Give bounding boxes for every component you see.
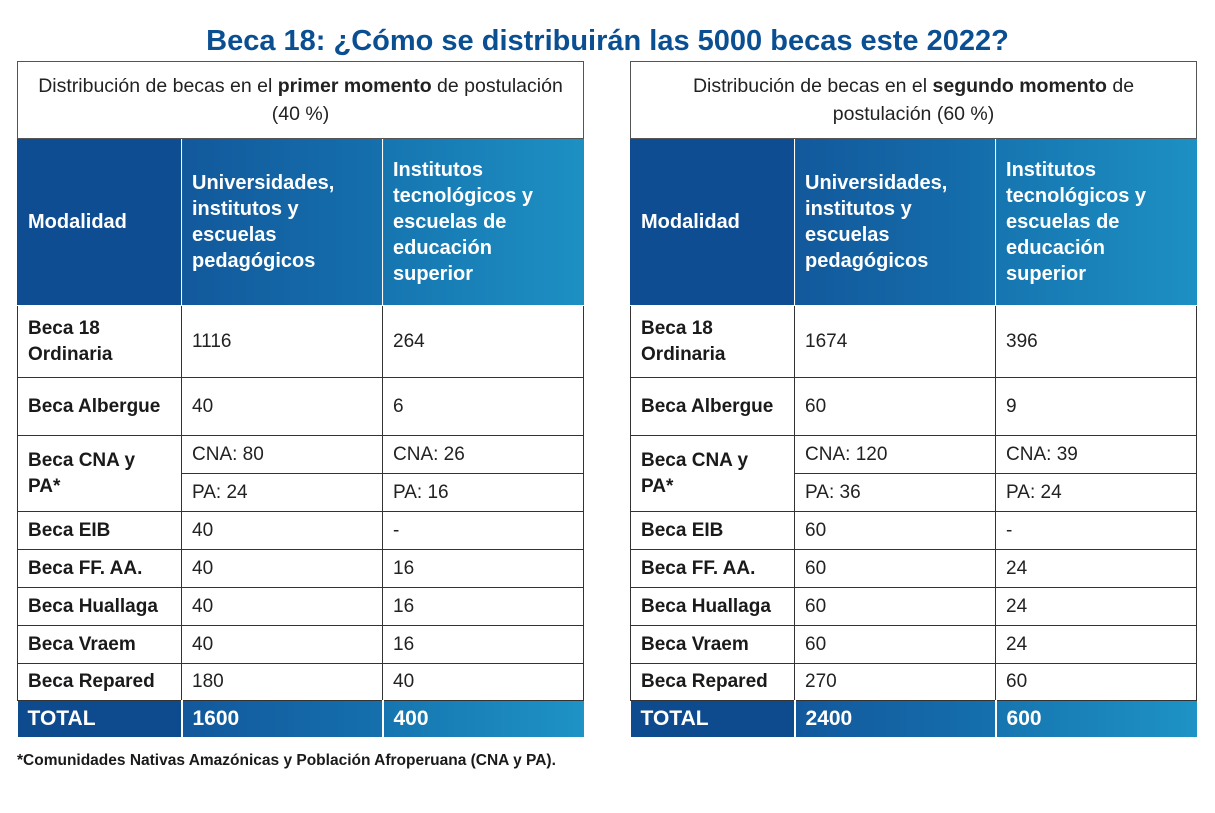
table-row: PA: 36 PA: 24 bbox=[631, 473, 1198, 512]
page-title: Beca 18: ¿Cómo se distribuirán las 5000 … bbox=[206, 25, 1009, 57]
row-label: Beca FF. AA. bbox=[17, 549, 182, 588]
cell: 180 bbox=[181, 663, 383, 701]
cell: 16 bbox=[381, 587, 585, 626]
table-row: Beca Huallaga 40 16 bbox=[17, 587, 585, 626]
table-row: Beca 18 Ordinaria 1674 396 bbox=[630, 305, 1198, 378]
table-row: Beca Repared 180 40 bbox=[17, 663, 585, 701]
cell: 396 bbox=[995, 305, 1198, 378]
table-row: Beca FF. AA. 60 24 bbox=[630, 549, 1198, 588]
row-label: Beca EIB bbox=[630, 511, 796, 550]
row-label: Beca CNA y PA* bbox=[17, 435, 182, 512]
cell: 24 bbox=[995, 625, 1198, 664]
cell: 1116 bbox=[181, 305, 383, 378]
table-caption: Distribución de becas en el primer momen… bbox=[16, 61, 585, 139]
table-row: Beca Vraem 40 16 bbox=[17, 625, 585, 664]
table-row: Beca Huallaga 60 24 bbox=[630, 587, 1198, 626]
cell: - bbox=[995, 511, 1198, 550]
cell: 24 bbox=[995, 587, 1198, 626]
cell: PA: 36 bbox=[794, 473, 997, 512]
cell: 60 bbox=[794, 511, 997, 550]
table-caption: Distribución de becas en el segundo mome… bbox=[630, 61, 1198, 139]
cell: PA: 16 bbox=[381, 473, 585, 512]
first-moment-table: Distribución de becas en el primer momen… bbox=[16, 61, 585, 737]
cell: 40 bbox=[181, 625, 383, 664]
cell: 40 bbox=[181, 587, 383, 626]
row-label: Beca CNA y PA* bbox=[630, 435, 796, 512]
row-label: Beca Huallaga bbox=[17, 587, 182, 626]
column-header: Universidades, institutos y escuelas ped… bbox=[794, 138, 997, 306]
cell: 24 bbox=[995, 549, 1198, 588]
cell: 60 bbox=[794, 377, 997, 436]
total-cell: 2400 bbox=[794, 700, 997, 737]
cell: - bbox=[381, 511, 585, 550]
row-label: Beca 18 Ordinaria bbox=[630, 305, 796, 378]
table-row: Beca CNA y PA* CNA: 120 CNA: 39 bbox=[630, 435, 1198, 512]
cell: 1674 bbox=[794, 305, 997, 378]
column-header: Universidades, institutos y escuelas ped… bbox=[181, 138, 383, 306]
cell: 40 bbox=[181, 549, 383, 588]
table-row: Beca Vraem 60 24 bbox=[630, 625, 1198, 664]
total-cell: TOTAL bbox=[630, 700, 796, 737]
table-row: Beca CNA y PA* CNA: 80 CNA: 26 bbox=[17, 435, 585, 512]
table-row: Beca FF. AA. 40 16 bbox=[17, 549, 585, 588]
cell: 270 bbox=[794, 663, 997, 701]
row-label: Beca Repared bbox=[630, 663, 796, 701]
column-header: Modalidad bbox=[17, 138, 182, 306]
cell: 264 bbox=[381, 305, 585, 378]
cell: 6 bbox=[381, 377, 585, 436]
total-cell: 600 bbox=[995, 700, 1197, 737]
row-label: Beca Vraem bbox=[630, 625, 796, 664]
cell: 16 bbox=[381, 625, 585, 664]
cell: CNA: 80 bbox=[181, 435, 383, 474]
cell: CNA: 39 bbox=[995, 435, 1198, 474]
table-row: Beca Albergue 60 9 bbox=[630, 377, 1198, 436]
table-row: Beca EIB 40- bbox=[17, 511, 585, 550]
row-label: Beca Albergue bbox=[630, 377, 796, 436]
content: Distribución de becas en el primer momen… bbox=[0, 61, 1215, 771]
column-header: Modalidad bbox=[630, 138, 796, 306]
table-row: Beca 18 Ordinaria 1116 264 bbox=[17, 305, 585, 378]
table-row: PA: 24 PA: 16 bbox=[18, 473, 585, 512]
row-label: Beca FF. AA. bbox=[630, 549, 796, 588]
cell: 9 bbox=[995, 377, 1198, 436]
cell: 40 bbox=[381, 663, 585, 701]
cell: 16 bbox=[381, 549, 585, 588]
cell: 60 bbox=[794, 625, 997, 664]
row-label: Beca 18 Ordinaria bbox=[17, 305, 182, 378]
second-moment-table: Distribución de becas en el segundo mome… bbox=[630, 61, 1198, 737]
total-row: TOTAL 1600 400 bbox=[17, 700, 584, 737]
row-label: Beca Huallaga bbox=[630, 587, 796, 626]
total-row: TOTAL 2400 600 bbox=[630, 700, 1197, 737]
row-label: Beca Albergue bbox=[17, 377, 182, 436]
table-row: Beca EIB 60- bbox=[630, 511, 1198, 550]
cell: 40 bbox=[181, 511, 383, 550]
total-cell: TOTAL bbox=[17, 700, 183, 737]
cell: 60 bbox=[995, 663, 1198, 701]
row-label: Beca EIB bbox=[17, 511, 182, 550]
total-cell: 1600 bbox=[181, 700, 384, 737]
footnote: *Comunidades Nativas Amazónicas y Poblac… bbox=[17, 752, 556, 769]
table-row: Beca Albergue 40 6 bbox=[17, 377, 585, 436]
cell: CNA: 120 bbox=[794, 435, 997, 474]
cell: 40 bbox=[181, 377, 383, 436]
cell: CNA: 26 bbox=[381, 435, 585, 474]
row-label: Beca Vraem bbox=[17, 625, 182, 664]
cell: 60 bbox=[794, 549, 997, 588]
table-row: Beca Repared 270 60 bbox=[630, 663, 1198, 701]
tables-container: Distribución de becas en el primer momen… bbox=[16, 61, 1198, 737]
cell: 60 bbox=[794, 587, 997, 626]
cell: PA: 24 bbox=[995, 473, 1198, 512]
total-cell: 400 bbox=[382, 700, 584, 737]
column-header: Institutos tecnológicos y escuelas de ed… bbox=[995, 138, 1198, 306]
row-label: Beca Repared bbox=[17, 663, 182, 701]
cell: PA: 24 bbox=[181, 473, 383, 512]
column-header: Institutos tecnológicos y escuelas de ed… bbox=[381, 138, 585, 306]
